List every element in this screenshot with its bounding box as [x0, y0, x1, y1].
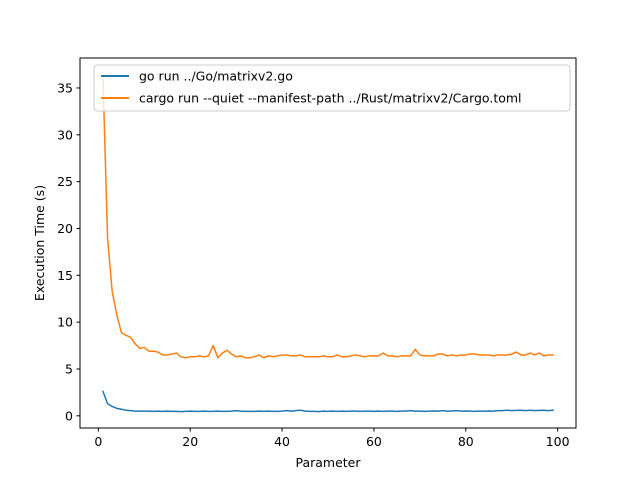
y-tick-label: 10	[57, 315, 73, 330]
legend: go run ../Go/matrixv2.go cargo run --qui…	[93, 64, 571, 112]
y-tick-label: 15	[57, 268, 73, 283]
y-tick-label: 0	[65, 408, 73, 423]
x-tick-label: 20	[182, 434, 198, 449]
y-tick-label: 25	[57, 174, 73, 189]
x-tick-label: 80	[458, 434, 474, 449]
x-tick-label: 0	[94, 434, 102, 449]
y-tick-label: 20	[57, 221, 73, 236]
y-tick-label: 30	[57, 127, 73, 142]
legend-box	[93, 64, 571, 112]
x-tick-label: 40	[274, 434, 290, 449]
series-line-1	[102, 75, 554, 359]
plot-frame	[79, 57, 577, 429]
y-axis-label: Execution Time (s)	[32, 185, 47, 301]
ticks-layer: 0 20 40 60 80 100 0 5 10 15 20 25 30 35	[57, 80, 570, 449]
y-tick-label: 35	[57, 80, 73, 95]
legend-label-go: go run ../Go/matrixv2.go	[139, 69, 293, 84]
x-tick-label: 100	[546, 434, 570, 449]
x-axis-label: Parameter	[295, 455, 361, 470]
series-layer	[101, 75, 554, 413]
series-line-0	[101, 390, 554, 413]
y-tick-label: 5	[65, 361, 73, 376]
legend-label-rust: cargo run --quiet --manifest-path ../Rus…	[139, 91, 522, 106]
x-tick-label: 60	[366, 434, 382, 449]
